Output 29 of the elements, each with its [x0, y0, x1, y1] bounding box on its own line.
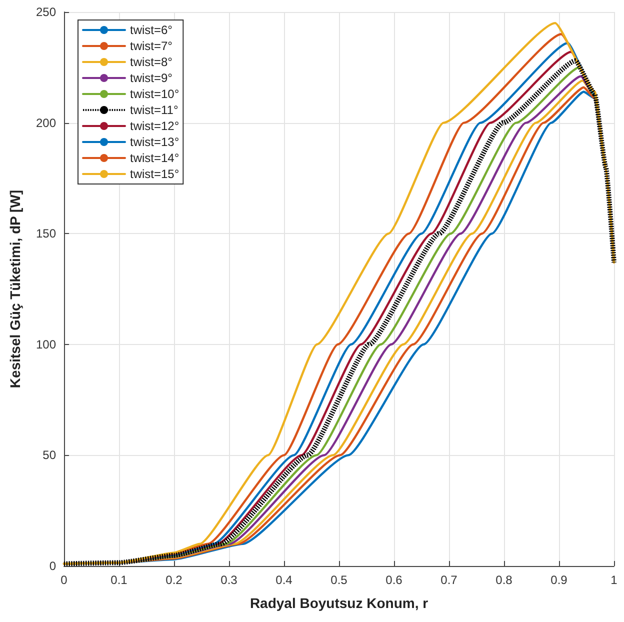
y-axis-title: Kesitsel Güç Tüketimi, dP [W]: [7, 190, 23, 388]
y-tick-label: 100: [36, 337, 56, 352]
legend-label: twist=6°: [130, 23, 173, 37]
y-tick-label: 250: [36, 5, 56, 19]
legend-label: twist=9°: [130, 71, 173, 85]
x-tick-label: 0.3: [220, 573, 238, 587]
x-tick-label: 0.2: [166, 573, 183, 587]
y-tick-label: 0: [49, 559, 56, 573]
x-axis-title: Radyal Boyutsuz Konum, r: [250, 595, 429, 611]
x-tick-label: 1: [610, 573, 618, 587]
x-tick-label: 0.7: [440, 573, 458, 587]
x-tick-label: 0.5: [330, 573, 348, 587]
legend-label: twist=10°: [130, 87, 180, 101]
y-tick-label: 150: [36, 226, 56, 241]
y-tick-label: 200: [36, 116, 56, 130]
legend-label: twist=8°: [130, 55, 173, 69]
legend-label: twist=15°: [130, 167, 180, 181]
x-tick-label: 0.8: [496, 573, 513, 587]
y-tick-label: 50: [42, 448, 56, 462]
x-tick-label: 0: [60, 573, 68, 587]
x-tick-label: 0.1: [110, 573, 128, 587]
x-tick-label: 0.9: [550, 573, 568, 587]
x-tick-label: 0.4: [276, 573, 293, 587]
legend-label: twist=12°: [130, 119, 180, 133]
legend-label: twist=13°: [130, 135, 180, 149]
legend-label: twist=7°: [130, 39, 173, 53]
legend-label: twist=14°: [130, 151, 180, 165]
legend-label: twist=11°: [130, 103, 178, 117]
x-tick-label: 0.6: [386, 573, 403, 587]
